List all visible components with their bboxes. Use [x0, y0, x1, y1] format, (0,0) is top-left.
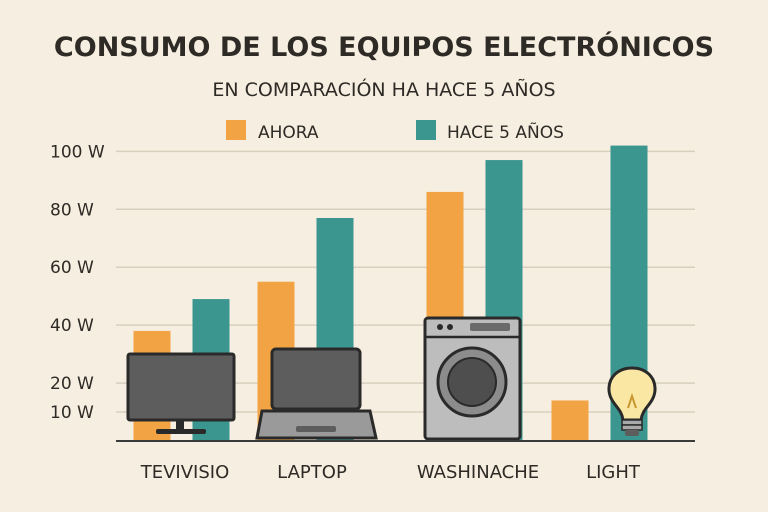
legend-swatch-ahora: [226, 120, 246, 140]
legend-label-hace-5-anos: HACE 5 AÑOS: [447, 121, 564, 143]
x-category-label: LAPTOP: [277, 462, 347, 483]
laptop-icon: [255, 347, 378, 440]
legend: AHORA HACE 5 AÑOS: [226, 120, 564, 143]
lightbulb-icon: [607, 366, 657, 436]
x-axis-categories: TEVIVISIO LAPTOP WASHINACHE LIGHT: [140, 462, 641, 483]
y-tick-label: 100 W: [50, 142, 105, 162]
y-tick-label: 20 W: [50, 374, 94, 394]
legend-swatch-hace-5-anos: [416, 120, 436, 140]
legend-label-ahora: AHORA: [258, 123, 319, 143]
bar-ahora-light: [551, 400, 589, 441]
washing-machine-icon: [423, 316, 522, 441]
x-category-label: WASHINACHE: [417, 462, 539, 483]
y-tick-label: 10 W: [50, 403, 94, 423]
x-category-label: TEVIVISIO: [140, 462, 230, 483]
y-tick-label: 60 W: [50, 258, 94, 278]
x-category-label: LIGHT: [586, 462, 641, 483]
y-tick-label: 40 W: [50, 316, 94, 336]
y-tick-label: 80 W: [50, 200, 94, 220]
y-axis-ticks: 10 W 20 W 40 W 60 W 80 W 100 W: [50, 142, 105, 423]
tv-icon: [126, 352, 236, 434]
chart-subtitle: EN COMPARACIÓN HA HACE 5 AÑOS: [212, 77, 555, 101]
chart-title: CONSUMO DE LOS EQUIPOS ELECTRÓNICOS: [54, 31, 714, 63]
